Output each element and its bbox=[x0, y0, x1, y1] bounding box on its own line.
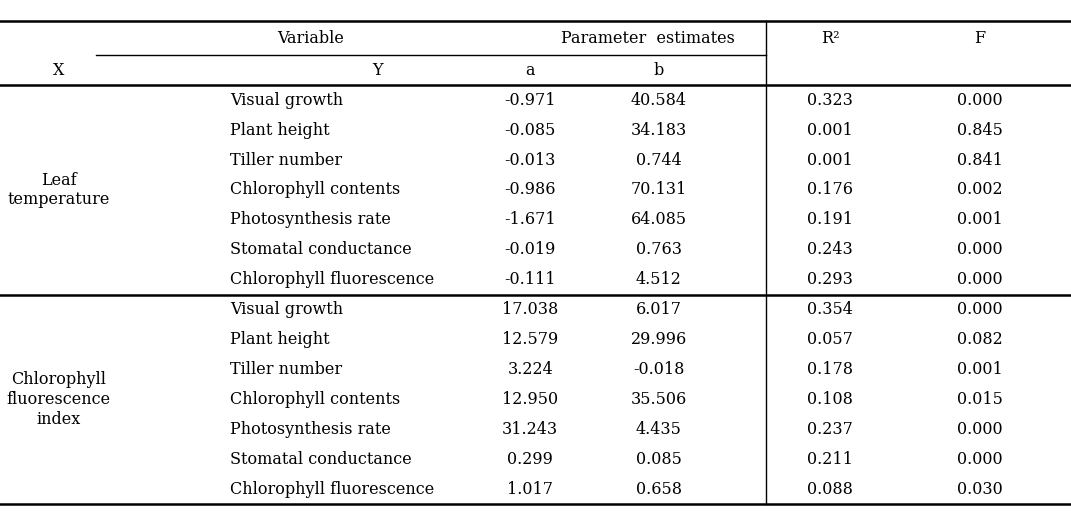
Text: 70.131: 70.131 bbox=[631, 181, 687, 199]
Text: 4.435: 4.435 bbox=[636, 421, 681, 438]
Text: 0.085: 0.085 bbox=[636, 451, 681, 468]
Text: 40.584: 40.584 bbox=[631, 92, 687, 109]
Text: 0.354: 0.354 bbox=[808, 301, 853, 318]
Text: Photosynthesis rate: Photosynthesis rate bbox=[230, 421, 391, 438]
Text: Tiller number: Tiller number bbox=[230, 151, 343, 168]
Text: Chlorophyll
fluorescence
index: Chlorophyll fluorescence index bbox=[6, 371, 111, 427]
Text: -0.111: -0.111 bbox=[504, 271, 556, 288]
Text: 31.243: 31.243 bbox=[502, 421, 558, 438]
Text: 0.030: 0.030 bbox=[957, 481, 1002, 498]
Text: Variable: Variable bbox=[277, 30, 344, 46]
Text: 0.015: 0.015 bbox=[957, 391, 1002, 408]
Text: 3.224: 3.224 bbox=[508, 361, 553, 378]
Text: 0.000: 0.000 bbox=[957, 241, 1002, 258]
Text: Photosynthesis rate: Photosynthesis rate bbox=[230, 212, 391, 228]
Text: F: F bbox=[975, 30, 985, 46]
Text: Stomatal conductance: Stomatal conductance bbox=[230, 241, 412, 258]
Text: 0.176: 0.176 bbox=[808, 181, 853, 199]
Text: Tiller number: Tiller number bbox=[230, 361, 343, 378]
Text: 6.017: 6.017 bbox=[636, 301, 681, 318]
Text: b: b bbox=[653, 62, 664, 79]
Text: 64.085: 64.085 bbox=[631, 212, 687, 228]
Text: 0.744: 0.744 bbox=[636, 151, 681, 168]
Text: 0.057: 0.057 bbox=[808, 331, 853, 348]
Text: 0.000: 0.000 bbox=[957, 421, 1002, 438]
Text: 0.000: 0.000 bbox=[957, 301, 1002, 318]
Text: 0.001: 0.001 bbox=[957, 361, 1002, 378]
Text: 0.000: 0.000 bbox=[957, 92, 1002, 109]
Text: -0.018: -0.018 bbox=[633, 361, 684, 378]
Text: -0.013: -0.013 bbox=[504, 151, 556, 168]
Text: 0.658: 0.658 bbox=[636, 481, 681, 498]
Text: Visual growth: Visual growth bbox=[230, 92, 344, 109]
Text: 0.841: 0.841 bbox=[957, 151, 1002, 168]
Text: Y: Y bbox=[373, 62, 382, 79]
Text: Chlorophyll contents: Chlorophyll contents bbox=[230, 391, 401, 408]
Text: 0.191: 0.191 bbox=[808, 212, 853, 228]
Text: -0.019: -0.019 bbox=[504, 241, 556, 258]
Text: 35.506: 35.506 bbox=[631, 391, 687, 408]
Text: 0.001: 0.001 bbox=[808, 122, 853, 139]
Text: 0.299: 0.299 bbox=[508, 451, 553, 468]
Text: 0.088: 0.088 bbox=[808, 481, 853, 498]
Text: 12.950: 12.950 bbox=[502, 391, 558, 408]
Text: Chlorophyll fluorescence: Chlorophyll fluorescence bbox=[230, 481, 435, 498]
Text: Leaf
temperature: Leaf temperature bbox=[7, 172, 110, 209]
Text: 0.237: 0.237 bbox=[808, 421, 853, 438]
Text: 17.038: 17.038 bbox=[502, 301, 558, 318]
Text: 0.001: 0.001 bbox=[808, 151, 853, 168]
Text: R²: R² bbox=[820, 30, 840, 46]
Text: 0.243: 0.243 bbox=[808, 241, 853, 258]
Text: 0.323: 0.323 bbox=[808, 92, 853, 109]
Text: Plant height: Plant height bbox=[230, 331, 330, 348]
Text: Plant height: Plant height bbox=[230, 122, 330, 139]
Text: 29.996: 29.996 bbox=[631, 331, 687, 348]
Text: 0.000: 0.000 bbox=[957, 451, 1002, 468]
Text: Chlorophyll fluorescence: Chlorophyll fluorescence bbox=[230, 271, 435, 288]
Text: -0.986: -0.986 bbox=[504, 181, 556, 199]
Text: -1.671: -1.671 bbox=[504, 212, 556, 228]
Text: Parameter  estimates: Parameter estimates bbox=[561, 30, 735, 46]
Text: -0.085: -0.085 bbox=[504, 122, 556, 139]
Text: a: a bbox=[526, 62, 534, 79]
Text: 0.108: 0.108 bbox=[808, 391, 853, 408]
Text: Stomatal conductance: Stomatal conductance bbox=[230, 451, 412, 468]
Text: 0.178: 0.178 bbox=[808, 361, 853, 378]
Text: 0.082: 0.082 bbox=[957, 331, 1002, 348]
Text: 0.845: 0.845 bbox=[957, 122, 1002, 139]
Text: 12.579: 12.579 bbox=[502, 331, 558, 348]
Text: 0.293: 0.293 bbox=[808, 271, 853, 288]
Text: 0.763: 0.763 bbox=[636, 241, 681, 258]
Text: Visual growth: Visual growth bbox=[230, 301, 344, 318]
Text: 0.002: 0.002 bbox=[957, 181, 1002, 199]
Text: Chlorophyll contents: Chlorophyll contents bbox=[230, 181, 401, 199]
Text: X: X bbox=[54, 62, 64, 79]
Text: 0.211: 0.211 bbox=[808, 451, 853, 468]
Text: 4.512: 4.512 bbox=[636, 271, 681, 288]
Text: 0.000: 0.000 bbox=[957, 271, 1002, 288]
Text: 34.183: 34.183 bbox=[631, 122, 687, 139]
Text: 1.017: 1.017 bbox=[508, 481, 553, 498]
Text: -0.971: -0.971 bbox=[504, 92, 556, 109]
Text: 0.001: 0.001 bbox=[957, 212, 1002, 228]
